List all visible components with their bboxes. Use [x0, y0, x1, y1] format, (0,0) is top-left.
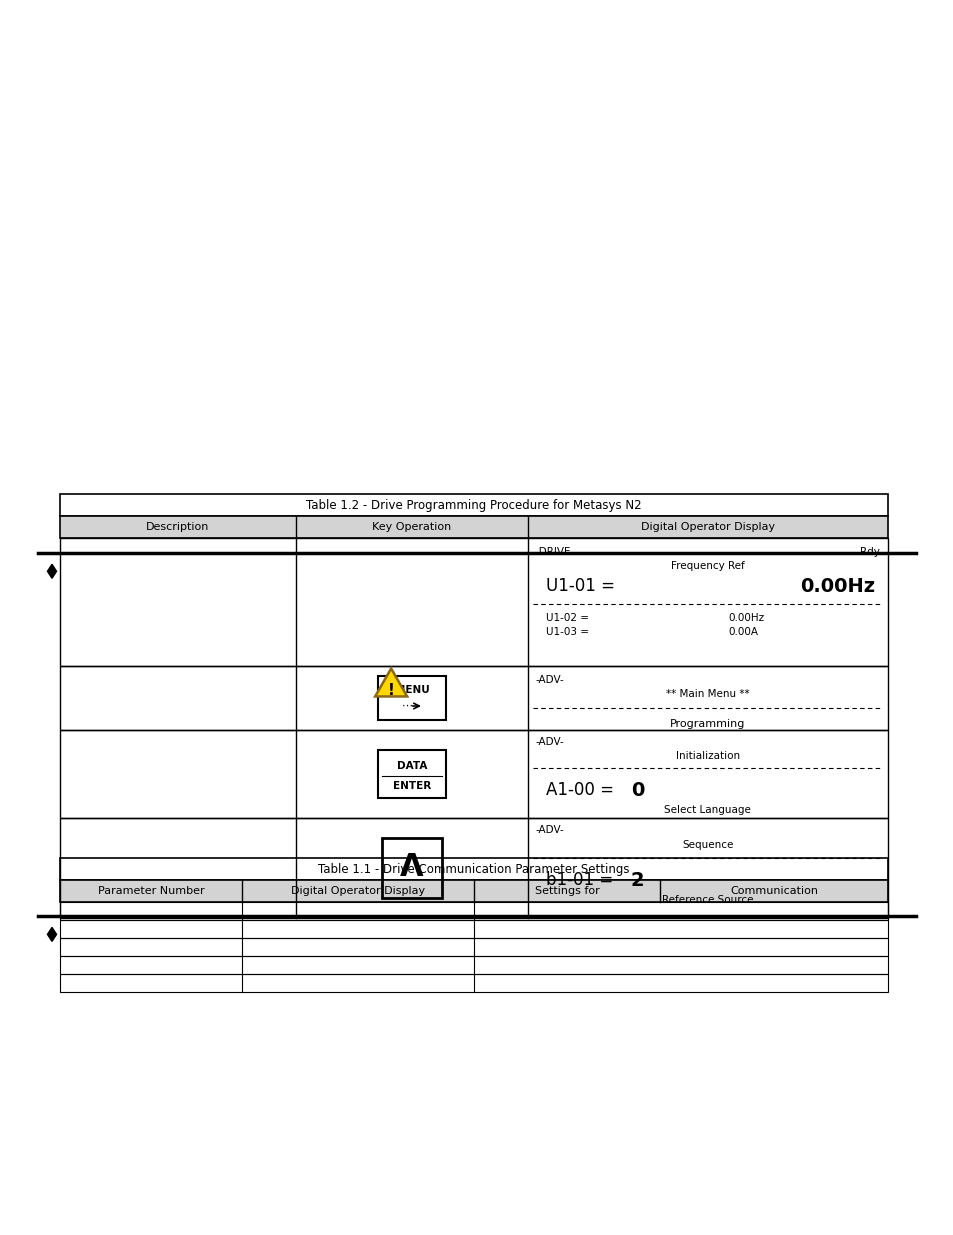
Bar [60, 818, 887, 918]
Text: Programming: Programming [670, 719, 745, 729]
Text: ** Main Menu **: ** Main Menu ** [665, 689, 749, 699]
Text: U1-03 =: U1-03 = [545, 627, 588, 637]
Text: Rdy: Rdy [860, 547, 879, 557]
Text: Table 1.1 - Drive Communication Parameter Settings: Table 1.1 - Drive Communication Paramete… [318, 863, 629, 876]
Text: DATA: DATA [396, 761, 427, 771]
Text: Frequency Ref: Frequency Ref [670, 561, 744, 571]
Bar [60, 494, 887, 516]
Polygon shape [375, 668, 407, 697]
Text: Communication: Communication [729, 887, 818, 897]
Text: 0.00Hz: 0.00Hz [800, 577, 874, 595]
Polygon shape [48, 564, 56, 578]
Text: Initialization: Initialization [675, 751, 740, 761]
Polygon shape [48, 927, 56, 941]
Text: Parameter Number: Parameter Number [97, 887, 204, 897]
Text: Description: Description [146, 522, 210, 532]
Bar [60, 730, 887, 818]
Text: U1-02 =: U1-02 = [545, 613, 588, 622]
Bar [60, 956, 887, 974]
Bar [60, 881, 887, 903]
Text: Select Language: Select Language [664, 805, 751, 815]
Text: -ADV-: -ADV- [536, 737, 564, 747]
Bar [60, 920, 887, 939]
Text: A1-00 =: A1-00 = [545, 781, 613, 799]
Text: U1-01 =: U1-01 = [545, 577, 614, 595]
Bar [60, 538, 887, 666]
Text: ENTER: ENTER [393, 781, 431, 790]
Text: Λ: Λ [399, 853, 423, 883]
Text: 0.00A: 0.00A [727, 627, 757, 637]
Bar [60, 939, 887, 956]
Bar [377, 750, 445, 798]
Text: Sequence: Sequence [681, 840, 733, 850]
Text: !: ! [387, 683, 395, 698]
Text: -ADV-: -ADV- [536, 676, 564, 685]
Text: 0.00Hz: 0.00Hz [727, 613, 763, 622]
Text: Settings for: Settings for [535, 887, 598, 897]
Text: MENU: MENU [395, 685, 429, 695]
Text: ⋯: ⋯ [401, 701, 412, 711]
Text: Key Operation: Key Operation [372, 522, 451, 532]
Bar [60, 858, 887, 881]
Text: b1-01 =: b1-01 = [545, 871, 613, 889]
Text: 2: 2 [630, 871, 644, 889]
Text: Digital Operator Display: Digital Operator Display [640, 522, 774, 532]
Text: -ADV-: -ADV- [536, 825, 564, 835]
Bar [377, 676, 445, 720]
Text: Reference Source: Reference Source [661, 895, 753, 905]
Bar [60, 974, 887, 993]
Bar [60, 903, 887, 920]
Bar [60, 516, 887, 538]
Text: 0: 0 [630, 781, 643, 799]
Text: -DRIVE-: -DRIVE- [536, 547, 575, 557]
Bar [60, 666, 887, 730]
Text: Table 1.2 - Drive Programming Procedure for Metasys N2: Table 1.2 - Drive Programming Procedure … [306, 499, 641, 511]
Bar [381, 839, 441, 898]
Text: Digital Operator Display: Digital Operator Display [291, 887, 425, 897]
